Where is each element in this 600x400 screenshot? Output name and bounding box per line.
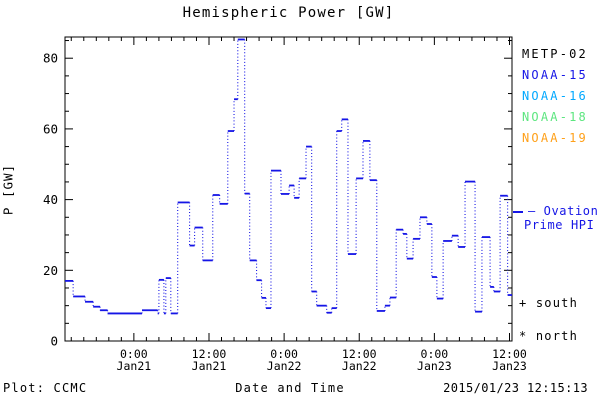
x-tick-label-date: Jan22 <box>267 359 302 373</box>
y-tick-label: 60 <box>43 121 58 136</box>
x-tick-label-time: 12:00 <box>492 347 527 361</box>
legend-item-noaa16: NOAA-16 <box>522 89 588 103</box>
plot-credit: Plot: CCMC <box>3 381 88 395</box>
legend-ovation-prime-hpi: — Ovation Prime HPI <box>524 204 598 232</box>
x-tick-label-date: Jan21 <box>192 359 227 373</box>
ovation-label-line2: Prime HPI <box>524 218 595 232</box>
x-tick-label-date: Jan21 <box>117 359 152 373</box>
x-tick-label-time: 0:00 <box>120 347 148 361</box>
south-label: south <box>535 296 578 310</box>
y-tick-label: 80 <box>43 51 58 66</box>
x-tick-label-time: 12:00 <box>342 347 377 361</box>
x-tick-label-time: 0:00 <box>270 347 298 361</box>
north-label: north <box>535 329 578 343</box>
x-axis-label: Date and Time <box>235 381 345 395</box>
axes-frame <box>64 36 513 342</box>
legend-item-noaa19: NOAA-19 <box>522 131 588 145</box>
y-tick-label: 40 <box>43 192 58 207</box>
timestamp: 2015/01/23 12:15:13 <box>443 381 588 395</box>
x-tick-label-date: Jan22 <box>342 359 377 373</box>
x-tick-label-time: 0:00 <box>421 347 449 361</box>
plus-marker-icon: + <box>519 296 528 310</box>
x-tick-label-time: 12:00 <box>192 347 227 361</box>
asterisk-marker-icon: * <box>519 329 528 343</box>
legend-item-noaa15: NOAA-15 <box>522 68 588 82</box>
chart-title: Hemispheric Power [GW] <box>182 5 395 21</box>
y-tick-label: 0 <box>50 334 58 349</box>
x-tick-label-date: Jan23 <box>492 359 527 373</box>
ovation-dash-icon: — <box>528 204 544 218</box>
x-tick-label-date: Jan23 <box>417 359 452 373</box>
y-tick-label: 20 <box>43 263 58 278</box>
legend-item-noaa18: NOAA-18 <box>522 110 588 124</box>
ovation-label-line1: — Ovation <box>528 204 599 218</box>
legend-item-metp02: METP-02 <box>522 47 588 61</box>
marker-legend-south: + south <box>519 296 578 310</box>
marker-legend-north: * north <box>519 329 578 343</box>
